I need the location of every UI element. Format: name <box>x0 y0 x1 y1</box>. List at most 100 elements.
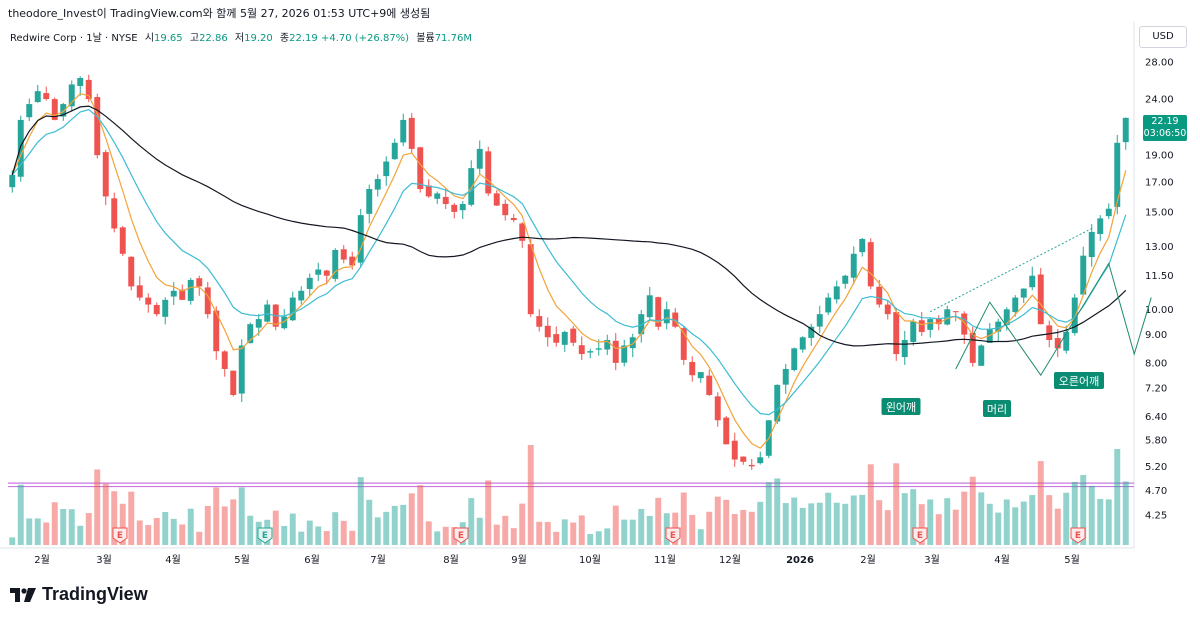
pattern-label-box <box>1054 372 1104 389</box>
tradingview-logo[interactable]: TradingView <box>10 584 148 605</box>
currency-button[interactable]: USD <box>1139 26 1187 48</box>
candle-body <box>391 142 398 160</box>
close-value: 22.19 <box>289 33 318 44</box>
candle-body <box>927 319 934 330</box>
volume-bar <box>196 531 203 545</box>
volume-bar <box>816 502 823 545</box>
candle-body <box>468 168 475 205</box>
earnings-badge <box>257 527 273 544</box>
candle-body <box>969 333 976 363</box>
volume-bar <box>859 494 866 545</box>
candle-body <box>425 185 432 197</box>
candle-body <box>1054 338 1061 349</box>
volume-bar <box>306 520 313 545</box>
volume-bar <box>689 515 696 545</box>
candle-body <box>884 304 891 315</box>
candle-body <box>986 329 993 343</box>
volume-bar <box>740 509 747 545</box>
candle-body <box>697 372 704 379</box>
candle-body <box>204 287 211 315</box>
candle-body <box>1097 218 1104 235</box>
earnings-badge-letter: E <box>670 531 676 541</box>
volume-bar <box>213 487 220 545</box>
volume-bar <box>153 517 160 545</box>
candle-body <box>808 326 815 338</box>
candle-body <box>995 321 1002 332</box>
earnings-marker: E <box>112 527 128 544</box>
candle-body <box>961 313 968 335</box>
volume-bar <box>391 505 398 545</box>
volume-bar <box>978 492 985 545</box>
volume-bar <box>170 518 177 545</box>
volume-bar <box>85 513 92 545</box>
volume-bar <box>1054 508 1061 545</box>
volume-bar <box>765 482 772 545</box>
earnings-badge-letter: E <box>117 531 123 541</box>
candle-body <box>978 345 985 366</box>
volume-bar <box>425 521 432 545</box>
earnings-badge-letter: E <box>262 531 268 541</box>
candle-body <box>757 457 764 464</box>
volume-bar <box>867 464 874 545</box>
volume-bar <box>927 499 934 545</box>
candle-body <box>374 179 381 190</box>
candle-body <box>60 104 67 117</box>
candle-body <box>289 297 296 321</box>
candle-body <box>587 351 594 353</box>
time-tick-label: 2월 <box>860 554 876 566</box>
volume-bar <box>493 524 500 545</box>
candle-body <box>34 91 41 103</box>
candle-body <box>553 334 560 343</box>
change-value: +4.70 (+26.87%) <box>320 33 410 44</box>
candle-body <box>629 337 636 349</box>
volume-bar <box>187 508 194 545</box>
candle-body <box>842 275 849 284</box>
candle-body <box>349 256 356 266</box>
ema-fast-line <box>11 93 1127 449</box>
volume-bar <box>468 498 475 545</box>
candle-body <box>43 93 50 100</box>
volume-bar <box>34 518 41 545</box>
volume-bar <box>553 531 560 545</box>
volume-bar <box>1071 481 1078 545</box>
price-tick-label: 11.50 <box>1145 271 1174 282</box>
volume-bar <box>400 504 407 545</box>
candle-body <box>196 278 203 287</box>
candle-body <box>816 314 823 327</box>
candle-body <box>867 242 874 287</box>
volume-bar <box>289 513 296 545</box>
candle-body <box>833 286 840 300</box>
volume-bar <box>374 517 381 545</box>
volume-bar <box>179 524 186 545</box>
volume-bar <box>230 499 237 545</box>
candle-body <box>366 189 373 214</box>
volume-bar <box>1012 507 1019 545</box>
volume-bar <box>502 515 509 545</box>
volume-bar <box>536 521 543 545</box>
pattern-label: 오른어깨 <box>1059 375 1099 388</box>
open-label: 시 <box>144 33 155 44</box>
candle-body <box>544 325 551 338</box>
volume-bar <box>357 477 364 545</box>
earnings-badge-letter: E <box>917 531 923 541</box>
volume-bar <box>621 519 628 545</box>
bar-countdown: 03:06:50 <box>1143 128 1187 139</box>
candle-body <box>417 147 424 190</box>
volume-bar <box>476 517 483 545</box>
candle-body <box>247 324 254 344</box>
candle-body <box>442 196 449 205</box>
volume-bar <box>918 504 925 545</box>
candle-body <box>485 151 492 194</box>
candle-body <box>876 286 883 305</box>
candle-body <box>102 152 109 197</box>
volume-bar <box>77 525 84 545</box>
earnings-badge <box>453 527 469 544</box>
chart-snapshot-credit: theodore_Invest이 TradingView.com와 함께 5월 … <box>8 7 431 20</box>
pattern-outline <box>955 262 1152 377</box>
candle-body <box>859 239 866 253</box>
time-tick-label: 2026 <box>786 555 814 566</box>
volume-bar <box>714 496 721 545</box>
volume-bar <box>570 522 577 545</box>
earnings-badge <box>1070 527 1086 544</box>
